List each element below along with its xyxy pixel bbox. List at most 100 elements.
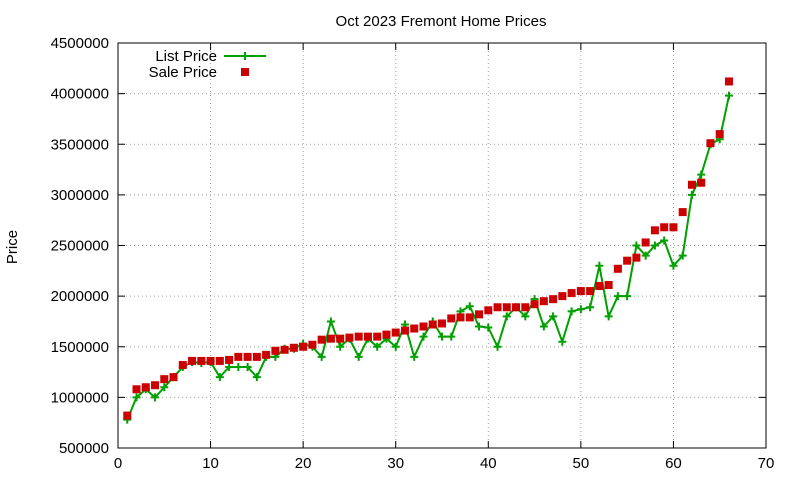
sale-price-point [169, 373, 178, 382]
sale-price-point [475, 310, 484, 319]
legend-label-sale-price: Sale Price [149, 64, 217, 81]
list-price-point [160, 383, 169, 392]
sale-price-point [345, 333, 354, 342]
sale-price-point [336, 334, 345, 343]
y-tick-label: 1000000 [51, 389, 109, 406]
sale-price-point [400, 326, 409, 335]
sale-price-point [160, 375, 169, 384]
series-layer [123, 77, 733, 424]
sale-price-point [308, 340, 317, 349]
sale-price-point [632, 253, 641, 262]
sale-price-point [641, 238, 650, 247]
list-price-point [326, 317, 335, 326]
legend: List Price Sale Price [149, 48, 266, 81]
sale-price-point [197, 356, 206, 365]
sale-price-point [706, 139, 715, 148]
sale-price-point [141, 383, 150, 392]
sale-price-point [326, 334, 335, 343]
list-price-point [391, 342, 400, 351]
sale-price-point [678, 208, 687, 217]
list-price-point [252, 373, 261, 382]
list-price-point [539, 322, 548, 331]
sale-price-point [178, 360, 187, 369]
sale-price-point [391, 328, 400, 337]
legend-marker-sale-price [241, 68, 249, 76]
y-tick-label: 2500000 [51, 238, 109, 255]
sale-price-point [280, 345, 289, 354]
list-price-point [438, 332, 446, 341]
sale-price-point [549, 295, 558, 304]
list-price-point [132, 393, 141, 402]
list-price-point [586, 303, 595, 312]
legend-marker-list-price [241, 52, 249, 60]
list-price-point [502, 312, 511, 321]
sale-price-point [188, 356, 197, 365]
sale-price-point [419, 322, 428, 331]
sale-price-point [539, 297, 548, 306]
list-price-point [660, 236, 669, 245]
sale-price-point [373, 332, 382, 341]
sale-price-point [613, 264, 622, 273]
x-tick-label: 40 [480, 455, 497, 472]
y-tick-label: 1500000 [51, 339, 109, 356]
sale-price-point [215, 356, 224, 365]
x-tick-label: 30 [387, 455, 404, 472]
list-price-point [475, 322, 484, 331]
y-tick-label: 4500000 [51, 35, 109, 52]
sale-price-point [586, 287, 595, 296]
sale-price-point [225, 355, 234, 364]
sale-price-point [243, 352, 252, 361]
list-price-point [678, 251, 687, 260]
x-tick-label: 20 [295, 455, 312, 472]
list-price-point [641, 251, 650, 260]
sale-price-point [363, 332, 372, 341]
list-price-point [613, 292, 622, 301]
sale-price-point [271, 346, 280, 355]
list-price-point [447, 332, 456, 341]
list-price-point [484, 323, 493, 332]
sale-price-point [438, 319, 446, 328]
sale-price-point [132, 385, 141, 394]
x-tick-label: 0 [114, 455, 122, 472]
series-line-list-price [126, 95, 730, 420]
sale-price-point [502, 303, 511, 312]
sale-price-point [595, 282, 604, 290]
sale-price-point [604, 280, 613, 289]
sale-price-point [623, 256, 632, 265]
list-price-point [576, 305, 585, 314]
list-price-point [419, 332, 428, 341]
sale-price-point [669, 223, 678, 232]
list-price-point [373, 342, 382, 351]
grid-lines [118, 43, 766, 448]
list-price-point [558, 337, 567, 346]
list-price-point [632, 241, 641, 250]
sale-price-point [234, 352, 243, 361]
chart-title: Oct 2023 Fremont Home Prices [336, 13, 547, 30]
sale-price-point [456, 313, 465, 322]
x-tick-label: 70 [758, 455, 775, 472]
y-tick-label: 2000000 [51, 288, 109, 305]
sale-price-point [252, 352, 261, 361]
y-axis-ticks: 500000 1000000 1500000 2000000 2500000 300000… [51, 35, 766, 457]
y-axis-label: Price [4, 230, 21, 264]
sale-price-point [317, 335, 326, 344]
list-price-point [243, 363, 252, 371]
sale-price-point [484, 306, 493, 315]
sale-price-point [410, 324, 419, 333]
list-price-point [493, 342, 502, 351]
sale-price-point [151, 381, 160, 390]
sale-price-point [299, 342, 308, 351]
sale-price-point [650, 226, 659, 235]
list-price-point [567, 307, 576, 316]
sale-price-point [530, 300, 539, 309]
list-price-point [697, 170, 706, 179]
sale-price-point [382, 330, 391, 339]
sale-price-point [428, 320, 437, 329]
sale-price-point [697, 178, 706, 187]
list-price-point [521, 312, 530, 321]
sale-price-point [521, 303, 530, 312]
sale-price-point [465, 313, 474, 322]
sale-price-point [558, 292, 567, 301]
list-price-point [650, 241, 659, 250]
